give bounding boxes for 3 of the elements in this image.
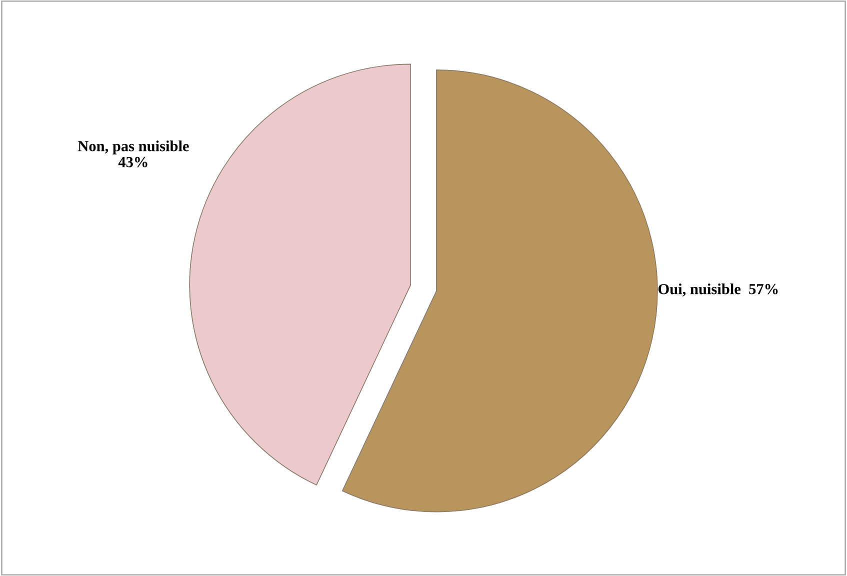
- data-label: 43%: [118, 156, 148, 168]
- slice-label: Oui, nuisible 57%: [658, 283, 778, 296]
- slice-label: Non, pas nuisible: [78, 140, 189, 154]
